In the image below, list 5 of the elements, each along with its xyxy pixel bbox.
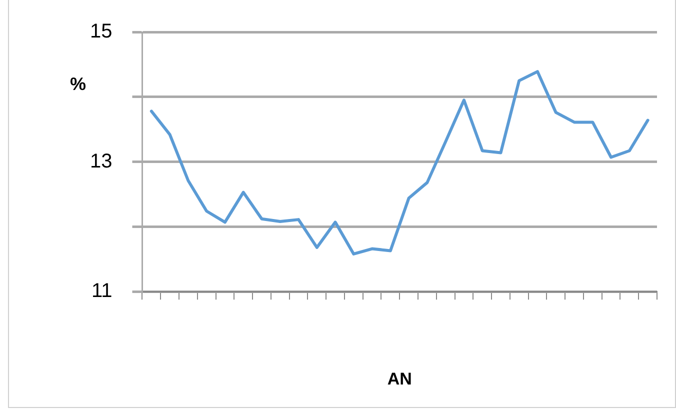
y-tick-label: 11 bbox=[91, 280, 112, 302]
y-tick-label: 15 bbox=[90, 20, 112, 43]
x-axis-title: AN bbox=[387, 369, 412, 388]
y-axis-title: % bbox=[70, 74, 86, 94]
y-tick-label: 13 bbox=[90, 150, 112, 172]
